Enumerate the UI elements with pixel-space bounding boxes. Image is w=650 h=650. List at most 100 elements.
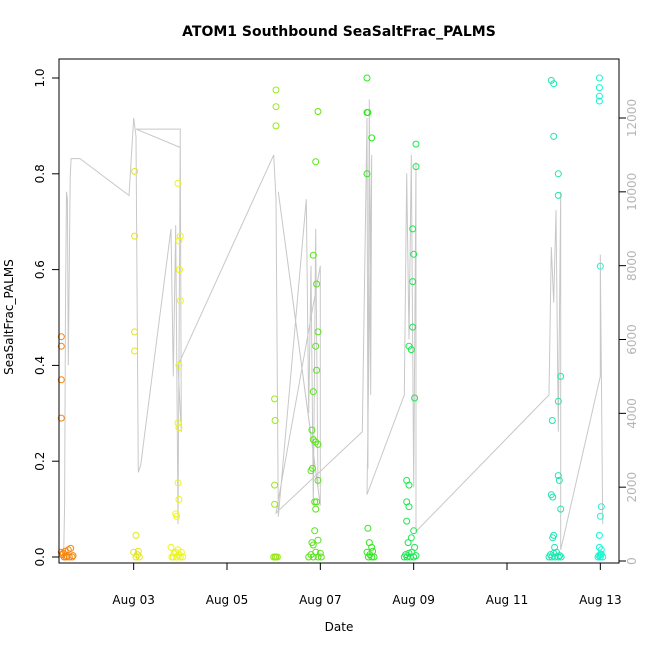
data-point [410, 527, 418, 535]
data-point [309, 388, 317, 396]
data-point [316, 549, 324, 557]
data-point [555, 476, 563, 484]
data-point [131, 347, 139, 355]
data-point [135, 553, 143, 561]
data-point [411, 394, 419, 402]
plot-frame [58, 58, 620, 564]
data-point [370, 553, 378, 561]
data-point [271, 481, 279, 489]
data-point [311, 527, 319, 535]
data-point [272, 86, 280, 94]
data-point [403, 553, 411, 561]
series-8 [545, 76, 565, 561]
data-point [595, 92, 603, 100]
data-point [547, 491, 555, 499]
data-point [550, 132, 558, 140]
data-point [596, 512, 604, 520]
data-point [177, 548, 185, 556]
data-point [173, 512, 181, 520]
data-point [132, 531, 140, 539]
data-point [368, 134, 376, 142]
x-tick-label: Aug 07 [299, 593, 342, 607]
data-point [271, 500, 279, 508]
data-point [271, 395, 279, 403]
data-point [308, 426, 316, 434]
data-point [409, 225, 417, 233]
data-point [595, 531, 603, 539]
data-point [597, 503, 605, 511]
data-point [174, 419, 182, 427]
data-point [131, 232, 139, 240]
data-point [57, 333, 65, 341]
data-point [554, 397, 562, 405]
series-4 [270, 86, 281, 561]
data-point [312, 438, 320, 446]
data-point [314, 476, 322, 484]
data-point [175, 496, 183, 503]
data-point [363, 170, 371, 178]
data-point [596, 553, 604, 561]
data-point [407, 534, 415, 542]
data-point [312, 158, 320, 166]
x-axis: Aug 03 Aug 05 Aug 07 Aug 09 Aug 11 Aug 13 [112, 562, 622, 607]
data-point [57, 376, 65, 384]
data-point [596, 262, 604, 270]
x-tick-label: Aug 09 [392, 593, 435, 607]
data-point [407, 346, 415, 354]
data-point [174, 179, 182, 187]
data-point [317, 553, 325, 561]
y-axis-label: SeaSaltFrac_PALMS [2, 259, 16, 375]
data-point [131, 328, 139, 336]
data-point [557, 372, 565, 380]
data-point [557, 553, 565, 561]
data-point [311, 498, 319, 506]
data-point [176, 297, 184, 305]
x-tick-label: Aug 03 [112, 593, 155, 607]
data-point [314, 440, 322, 448]
data-points-layer [57, 74, 607, 561]
right-y-tick-label: 8000 [625, 250, 639, 281]
data-point [272, 103, 280, 111]
data-point [131, 167, 139, 175]
data-point [175, 361, 183, 369]
y-tick-label: 0.4 [33, 356, 47, 375]
data-point [175, 424, 183, 432]
data-point [313, 366, 321, 374]
y-tick-label: 1.0 [33, 68, 47, 87]
series-6 [363, 74, 378, 561]
data-point [314, 108, 322, 115]
chart-title: ATOM1 Southbound SeaSaltFrac_PALMS [182, 24, 496, 40]
data-point [556, 552, 564, 560]
series-3 [167, 179, 187, 561]
data-point [364, 109, 372, 116]
data-point [554, 553, 562, 561]
data-point [273, 553, 281, 561]
data-point [272, 122, 280, 130]
data-point [313, 498, 321, 506]
data-point [368, 543, 376, 551]
data-point [174, 479, 182, 487]
data-point [179, 553, 187, 561]
data-point [409, 278, 417, 286]
data-point [412, 552, 420, 560]
data-point [597, 546, 605, 554]
data-point [363, 74, 371, 82]
x-tick-label: Aug 11 [486, 593, 529, 607]
x-tick-label: Aug 13 [579, 593, 622, 607]
data-point [410, 250, 418, 258]
data-point [175, 266, 183, 274]
x-axis-label: Date [325, 620, 354, 634]
series-5 [305, 108, 325, 561]
data-point [314, 328, 322, 336]
data-point [595, 74, 603, 82]
x-tick-label: Aug 05 [206, 593, 249, 607]
data-point [554, 191, 562, 199]
altitude-layer [63, 99, 604, 554]
data-point [549, 534, 557, 542]
y-tick-label: 0.6 [33, 260, 47, 279]
data-point [408, 548, 416, 556]
y-axis: 0.0 0.2 0.4 0.6 0.8 1.0 [33, 68, 60, 567]
data-point [313, 280, 321, 288]
data-point [405, 481, 413, 489]
